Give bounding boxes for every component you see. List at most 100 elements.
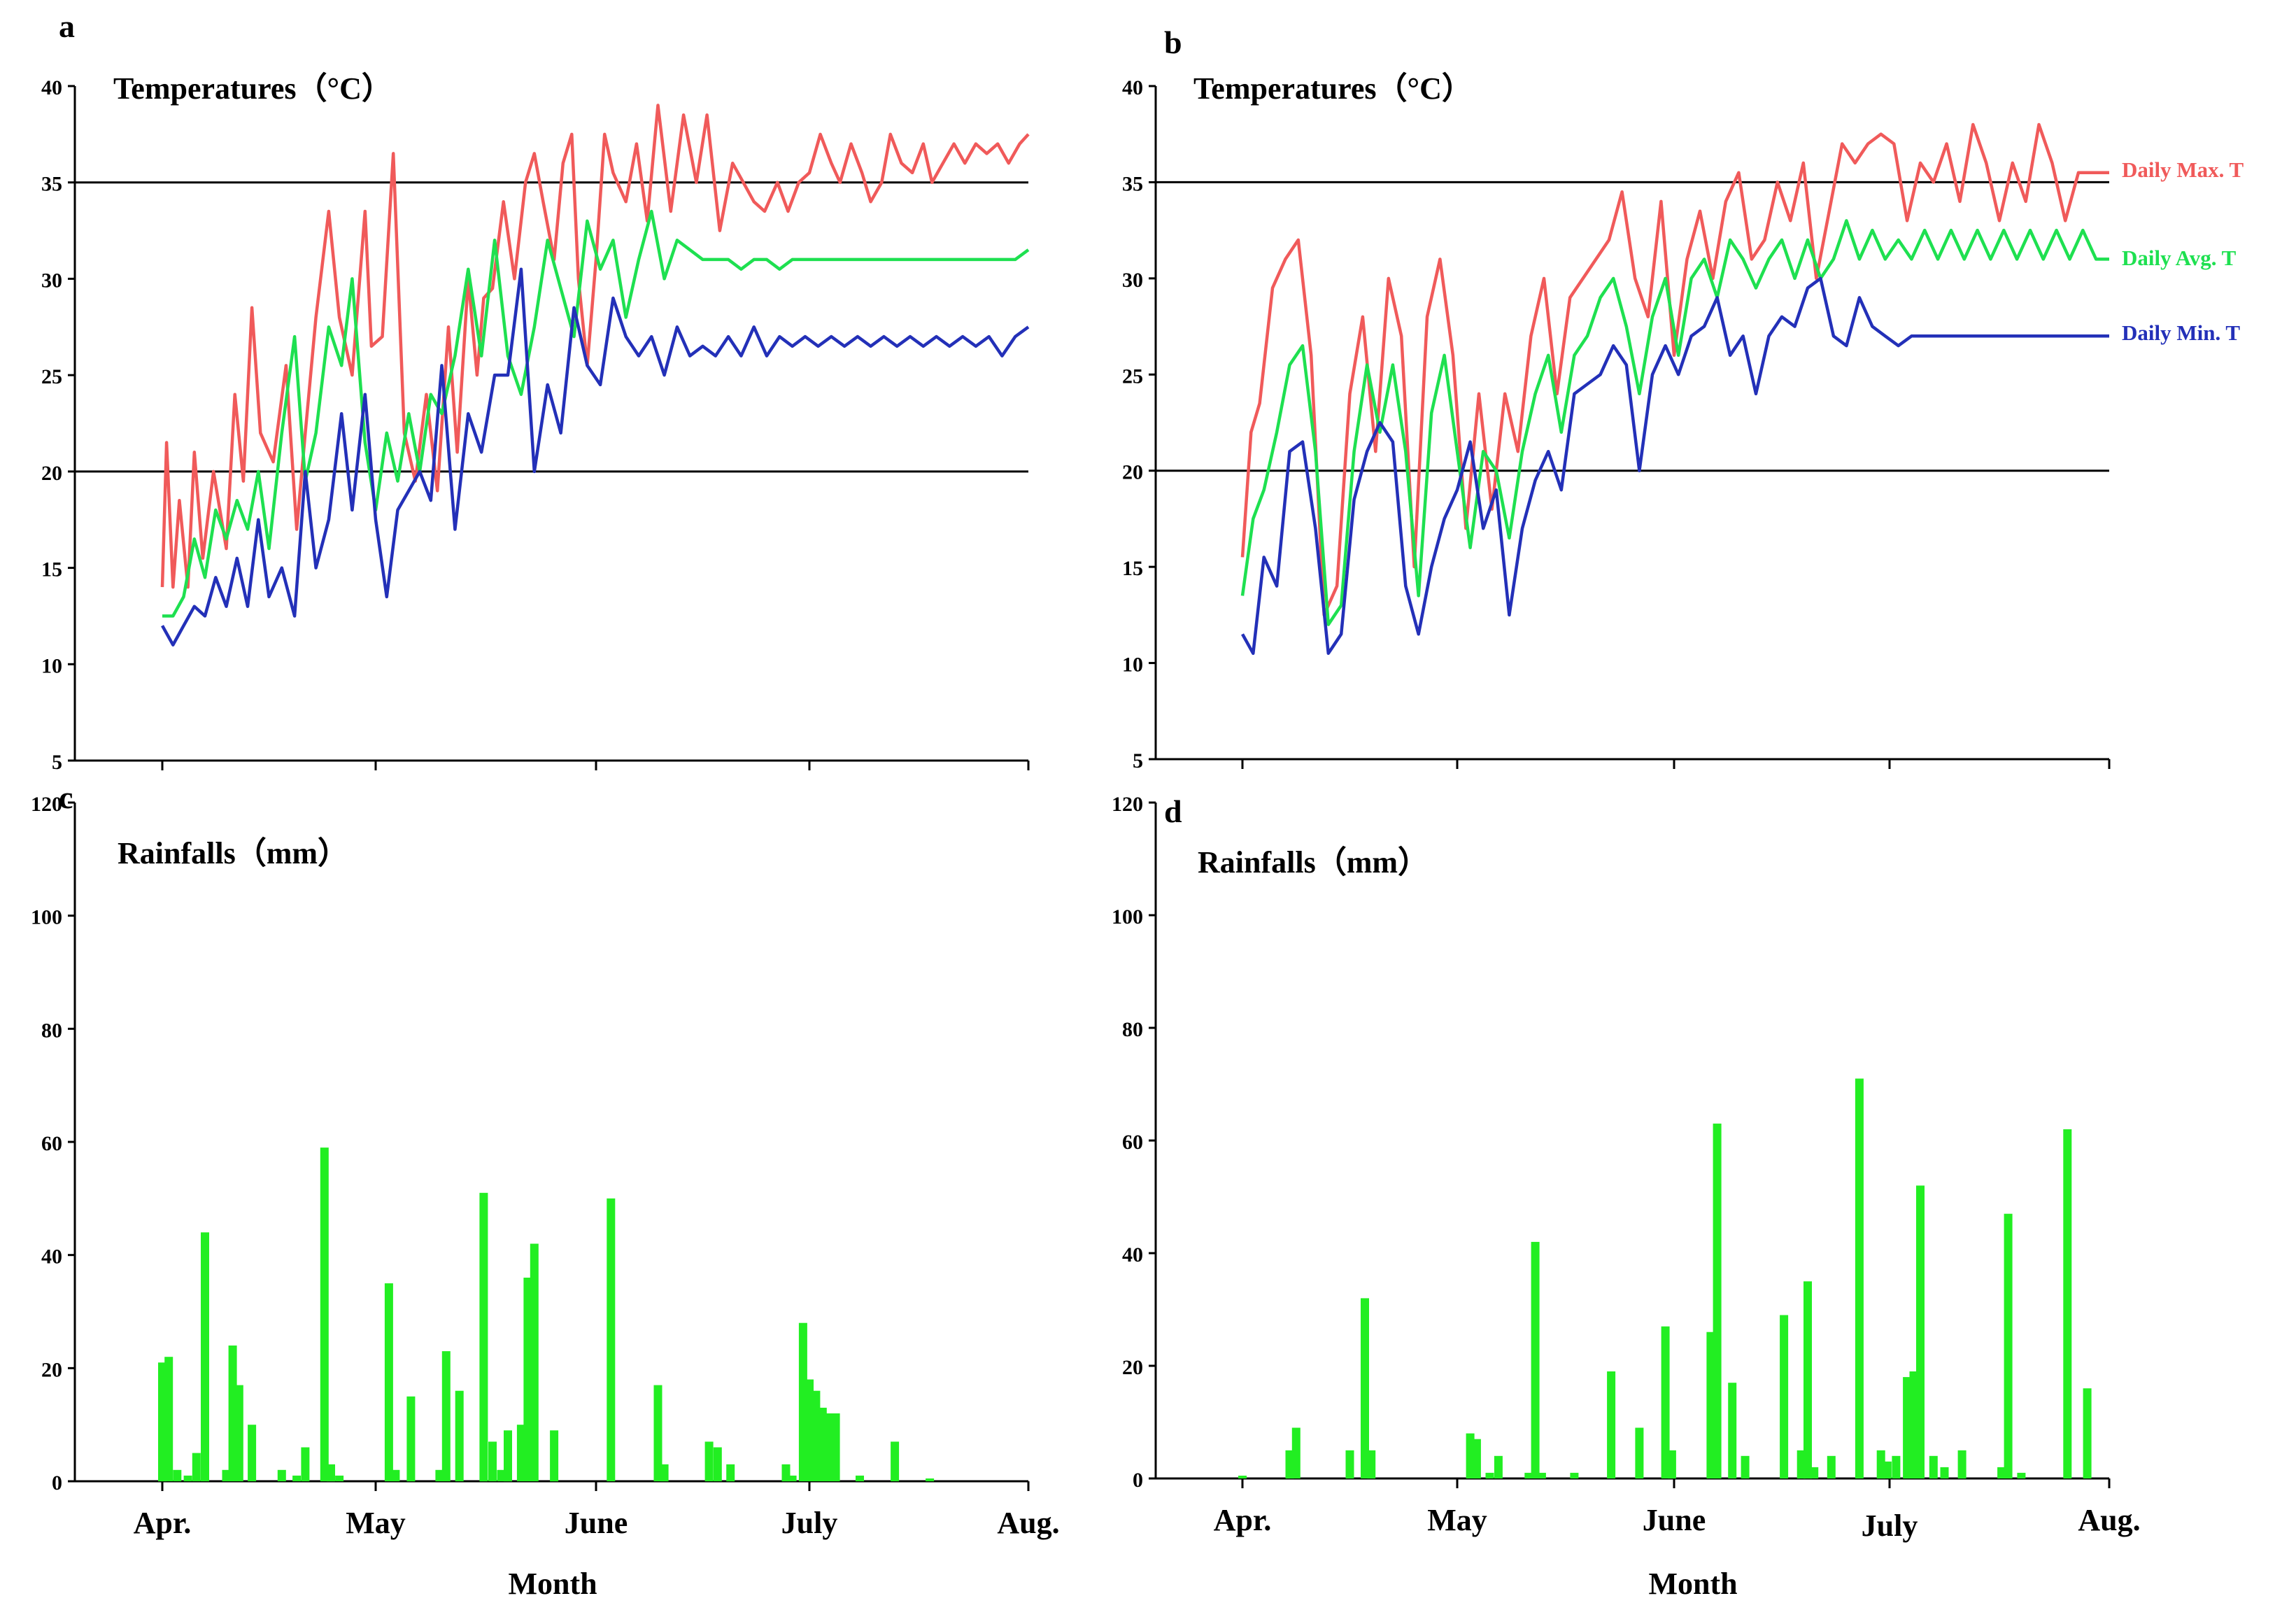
- rain-bar: [435, 1469, 444, 1481]
- x-axis-title: Month: [1648, 1567, 1737, 1601]
- rain-bar: [1797, 1450, 1806, 1479]
- rain-bar: [335, 1475, 344, 1481]
- rain-bar: [320, 1148, 329, 1481]
- y-tick-label: 30: [1122, 269, 1143, 292]
- x-tick-label: July: [1862, 1509, 1918, 1543]
- chart-title: Rainfalls（mm）: [118, 836, 348, 870]
- panel-d: d Rainfalls（mm） 120 100 80 60 40 20 0 Apr. May June…: [1112, 793, 2141, 1601]
- rain-bar: [523, 1278, 532, 1481]
- rain-bar: [183, 1475, 192, 1481]
- rain-bar: [1855, 1078, 1864, 1478]
- panel-c: c Rainfalls（mm） 120 100 80 60 40 20 0 Apr. May June…: [31, 779, 1060, 1601]
- rain-bar: [488, 1441, 497, 1481]
- rain-bar: [1524, 1472, 1533, 1478]
- y-tick-label: 30: [41, 269, 62, 292]
- rain-bar: [1957, 1450, 1967, 1479]
- y-tick-label: 120: [1112, 793, 1143, 816]
- rain-bar: [228, 1346, 237, 1481]
- rain-bar: [1940, 1467, 1949, 1478]
- panel-b: b Temperatures（°C） 40 35 30 25 20 15 10 5 Daily Ma…: [1122, 24, 2244, 772]
- y-tick-label: 15: [1122, 557, 1143, 580]
- rain-bar: [504, 1430, 512, 1482]
- y-tick-label: 100: [1112, 905, 1143, 928]
- rain-bar: [726, 1464, 735, 1482]
- rain-bar: [1537, 1472, 1546, 1478]
- rain-bar: [1285, 1450, 1294, 1479]
- x-axis-title: Month: [508, 1567, 597, 1601]
- y-tick-label: 20: [1122, 1356, 1143, 1379]
- rain-bar: [818, 1407, 827, 1481]
- rain-bar: [1876, 1450, 1885, 1479]
- rain-bar: [1903, 1377, 1912, 1478]
- y-tick-label: 10: [1122, 654, 1143, 677]
- rain-bar: [798, 1322, 807, 1481]
- rain-bar: [825, 1413, 834, 1481]
- rain-bar: [479, 1192, 488, 1482]
- rain-bar: [812, 1390, 821, 1481]
- rain-bar: [805, 1379, 814, 1481]
- rain-bar: [2063, 1129, 2072, 1478]
- series-line-avg: [1240, 219, 2109, 626]
- rain-bar: [1345, 1450, 1354, 1479]
- rain-bar: [1635, 1427, 1644, 1478]
- y-tick-label: 60: [1122, 1131, 1143, 1154]
- rain-bar: [497, 1469, 506, 1481]
- rain-bar: [1909, 1371, 1918, 1478]
- rain-bar: [660, 1464, 669, 1482]
- y-tick-label: 15: [41, 558, 62, 581]
- rain-bar: [1661, 1326, 1670, 1478]
- x-tick-label: Aug.: [2078, 1503, 2140, 1537]
- rain-bar: [158, 1362, 166, 1482]
- rain-bar: [1291, 1427, 1301, 1478]
- series-line-avg: [162, 209, 1030, 618]
- x-tick-label: Aug.: [997, 1506, 1059, 1540]
- rain-bar: [781, 1464, 791, 1482]
- rain-bar: [1741, 1455, 1750, 1478]
- x-tick-label: July: [781, 1506, 838, 1540]
- y-tick-label: 80: [41, 1019, 62, 1042]
- rain-bar: [831, 1413, 840, 1481]
- rain-bar: [173, 1469, 182, 1481]
- rain-bar: [1472, 1439, 1481, 1478]
- x-tick-label: May: [1427, 1503, 1487, 1537]
- rain-bar: [1607, 1371, 1616, 1478]
- rain-bar: [234, 1385, 243, 1481]
- rain-bar: [248, 1425, 257, 1481]
- rain-bar: [2083, 1388, 2092, 1478]
- rain-bar: [1827, 1455, 1836, 1478]
- rain-bar: [1728, 1383, 1737, 1478]
- y-tick-label: 40: [1122, 1243, 1143, 1266]
- rain-bar: [222, 1469, 231, 1481]
- y-tick-label: 25: [41, 365, 62, 388]
- panel-letter: a: [59, 8, 75, 44]
- y-tick-label: 0: [52, 1471, 62, 1495]
- rain-bar: [1997, 1467, 2006, 1478]
- y-tick-label: 35: [41, 173, 62, 196]
- rain-bar: [192, 1453, 201, 1481]
- rain-bar: [1361, 1298, 1369, 1478]
- y-tick-label: 0: [1133, 1469, 1143, 1492]
- x-tick-label: June: [1643, 1503, 1706, 1537]
- rain-bar: [1892, 1455, 1901, 1478]
- rain-bar: [384, 1283, 393, 1481]
- y-tick-label: 80: [1122, 1018, 1143, 1041]
- rain-bar: [1485, 1472, 1494, 1478]
- rain-bar: [530, 1243, 539, 1481]
- rain-bar: [1780, 1315, 1789, 1478]
- rain-bar: [926, 1478, 935, 1481]
- legend-label-min: Daily Min. T: [2122, 320, 2240, 345]
- y-tick-label: 100: [31, 906, 62, 929]
- rain-bar: [516, 1425, 525, 1481]
- rain-bar: [1810, 1467, 1819, 1478]
- legend-label-max: Daily Max. T: [2122, 157, 2244, 182]
- panel-letter: c: [59, 779, 73, 815]
- panel-letter: d: [1164, 793, 1182, 829]
- rain-bar: [1929, 1455, 1938, 1478]
- y-tick-label: 35: [1122, 172, 1143, 195]
- rain-bar: [856, 1475, 864, 1481]
- rain-bar: [1531, 1241, 1540, 1478]
- y-tick-label: 5: [52, 751, 62, 774]
- rain-bar: [1706, 1332, 1715, 1478]
- rain-bar: [653, 1385, 662, 1481]
